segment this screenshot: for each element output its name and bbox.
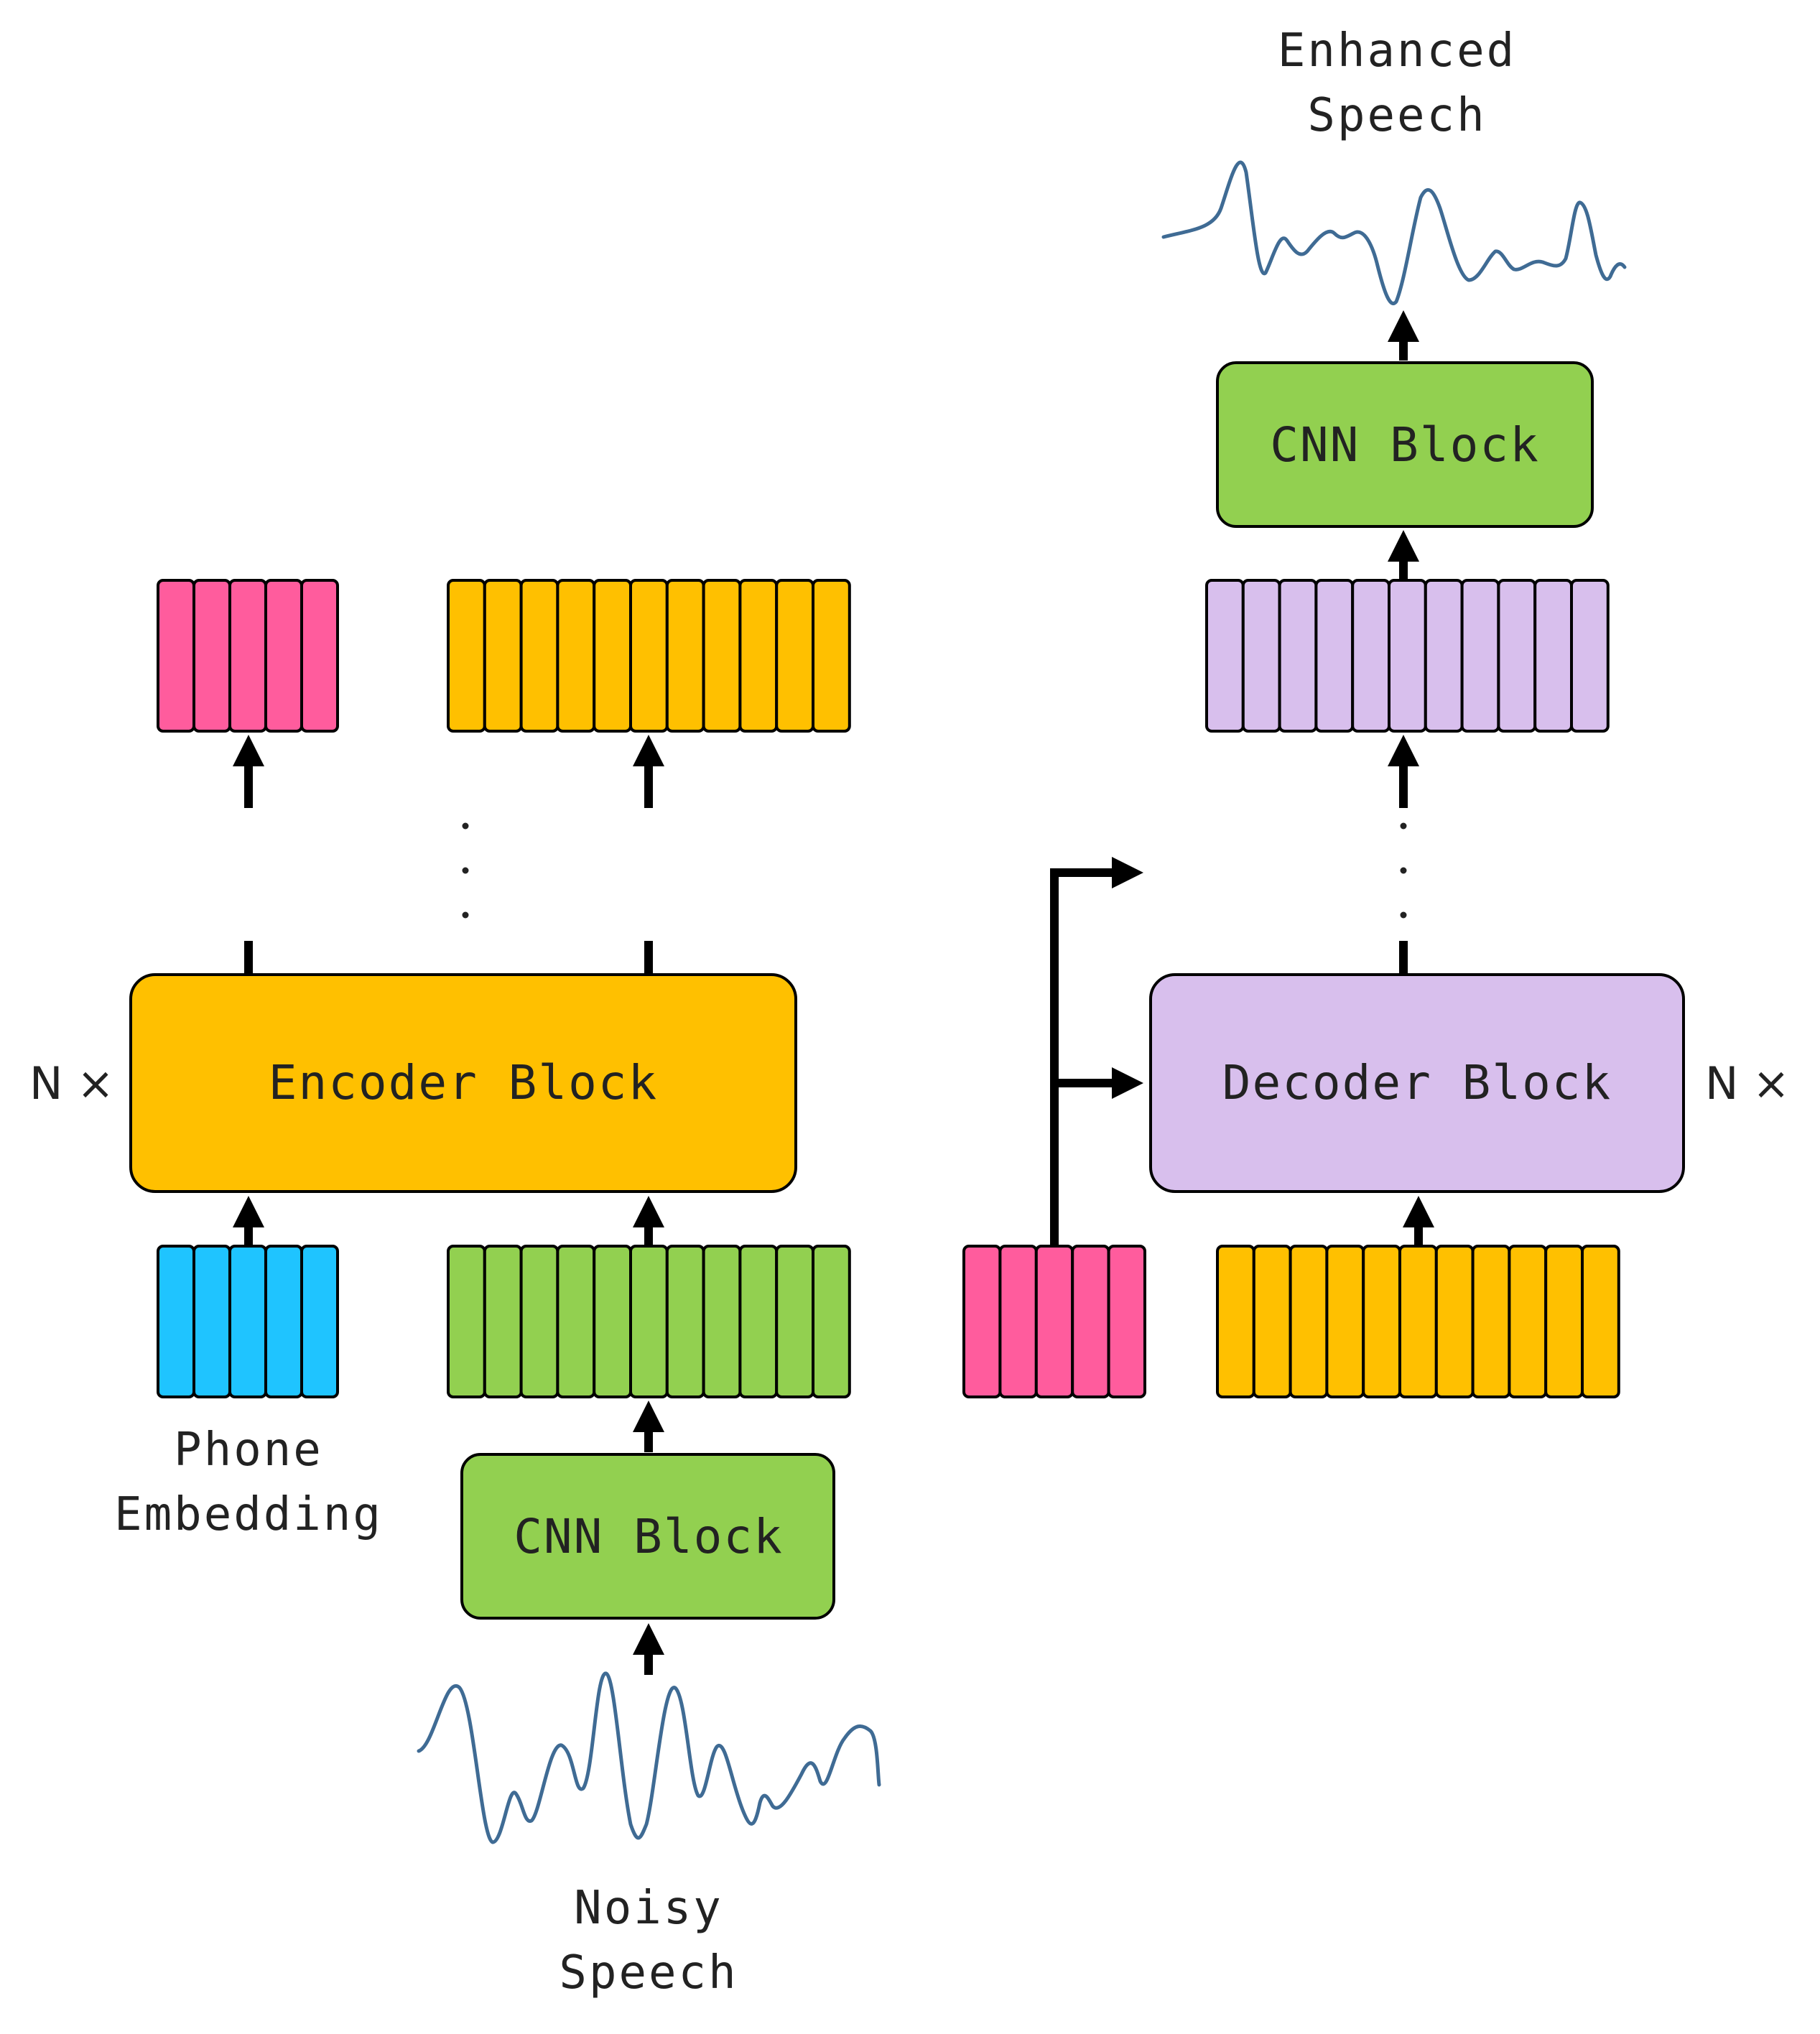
orange-input-sequence-token [1508,1245,1548,1398]
orange-output-sequence-token [556,579,596,733]
lavender-output-sequence-token [1497,579,1537,733]
enhanced-speech-waveform [1161,160,1627,305]
green-feature-sequence-token [738,1245,779,1398]
cnn-block-top [1216,361,1594,528]
phone-embedding-sequence-token [228,1245,267,1398]
encoder-block [129,973,797,1193]
lavender-output-sequence-token [1205,579,1245,733]
encoder-dot-2 [462,867,469,874]
lavender-output-sequence-token [1241,579,1281,733]
phone-embedding-label-line1: Phone [174,1424,323,1477]
decoder-block-label: Decoder Block [1222,1055,1612,1110]
lavender-output-sequence-token [1533,579,1573,733]
orange-input-sequence-token [1325,1245,1365,1398]
pink-output-sequence [157,579,339,733]
decoder-repeat-label: N × [1705,1057,1790,1110]
decoder-dot-2 [1400,867,1407,874]
phone-embedding-sequence-token [157,1245,195,1398]
decoder-block [1149,973,1685,1193]
orange-input-sequence-token [1362,1245,1401,1398]
orange-output-sequence-token [447,579,486,733]
noisy-speech-waveform [417,1671,881,1844]
orange-input-sequence-token [1216,1245,1255,1398]
green-feature-sequence-token [812,1245,851,1398]
orange-output-sequence-token [738,579,779,733]
green-feature-sequence [447,1245,851,1398]
green-feature-sequence-token [447,1245,486,1398]
pink-output-sequence-token [300,579,339,733]
phone-embedding-sequence-token [300,1245,339,1398]
pink-side-input-path [1050,857,1143,1246]
orange-output-sequence-token [775,579,814,733]
green-feature-sequence-token [556,1245,596,1398]
phone-embedding-label-line2: Embedding [114,1488,383,1541]
green-feature-sequence-token [629,1245,669,1398]
phone-embedding-sequence-token [264,1245,303,1398]
orange-input-sequence-token [1544,1245,1584,1398]
orange-output-sequence-token [629,579,669,733]
green-feature-sequence-token [775,1245,814,1398]
enhanced-speech-label-line2: Speech [1307,89,1486,142]
encoder-dot-1 [462,822,469,830]
pink-input-sequence-token [998,1245,1038,1398]
lavender-output-sequence-token [1314,579,1355,733]
orange-output-sequence-token [483,579,523,733]
pink-output-sequence-token [264,579,303,733]
pink-input-sequence-token [1107,1245,1146,1398]
orange-input-sequence-token [1471,1245,1511,1398]
orange-output-sequence-token [593,579,633,733]
cnn-block-bottom [460,1453,835,1620]
noisy-speech-label-line1: Noisy [574,1882,723,1935]
lavender-output-sequence [1205,579,1610,733]
lavender-output-sequence-token [1388,579,1427,733]
orange-input-sequence-token [1289,1245,1329,1398]
green-feature-sequence-token [519,1245,560,1398]
orange-output-sequence [447,579,851,733]
orange-output-sequence-token [665,579,705,733]
pink-input-sequence-token [1034,1245,1074,1398]
green-feature-sequence-token [483,1245,523,1398]
enhanced-speech-label-line1: Enhanced [1278,24,1516,78]
decoder-dot-1 [1400,822,1407,830]
pink-input-sequence-token [962,1245,1002,1398]
orange-input-sequence-token [1581,1245,1620,1398]
pink-output-sequence-token [192,579,231,733]
lavender-output-sequence-token [1351,579,1390,733]
lavender-output-sequence-token [1424,579,1464,733]
green-feature-sequence-token [593,1245,633,1398]
orange-input-sequence-token [1434,1245,1475,1398]
pink-output-sequence-token [228,579,267,733]
lavender-output-sequence-token [1460,579,1500,733]
pink-output-sequence-token [157,579,195,733]
lavender-output-sequence-token [1278,579,1318,733]
noisy-speech-label-line2: Speech [559,1946,738,2000]
orange-input-sequence-token [1252,1245,1292,1398]
pink-input-sequence-token [1071,1245,1110,1398]
pink-input-sequence [962,1245,1146,1398]
cnn-block-top-label: CNN Block [1270,417,1540,473]
encoder-repeat-label: N × [29,1057,114,1110]
encoder-block-label: Encoder Block [269,1055,659,1110]
orange-output-sequence-token [702,579,742,733]
green-feature-sequence-token [702,1245,742,1398]
phone-embedding-sequence [157,1245,339,1398]
decoder-dot-3 [1400,911,1407,919]
orange-output-sequence-token [519,579,560,733]
lavender-output-sequence-token [1570,579,1610,733]
green-feature-sequence-token [665,1245,705,1398]
phone-embedding-sequence-token [192,1245,231,1398]
orange-input-sequence [1216,1245,1620,1398]
encoder-dot-3 [462,911,469,919]
orange-input-sequence-token [1398,1245,1438,1398]
cnn-block-bottom-label: CNN Block [514,1509,784,1564]
orange-output-sequence-token [812,579,851,733]
